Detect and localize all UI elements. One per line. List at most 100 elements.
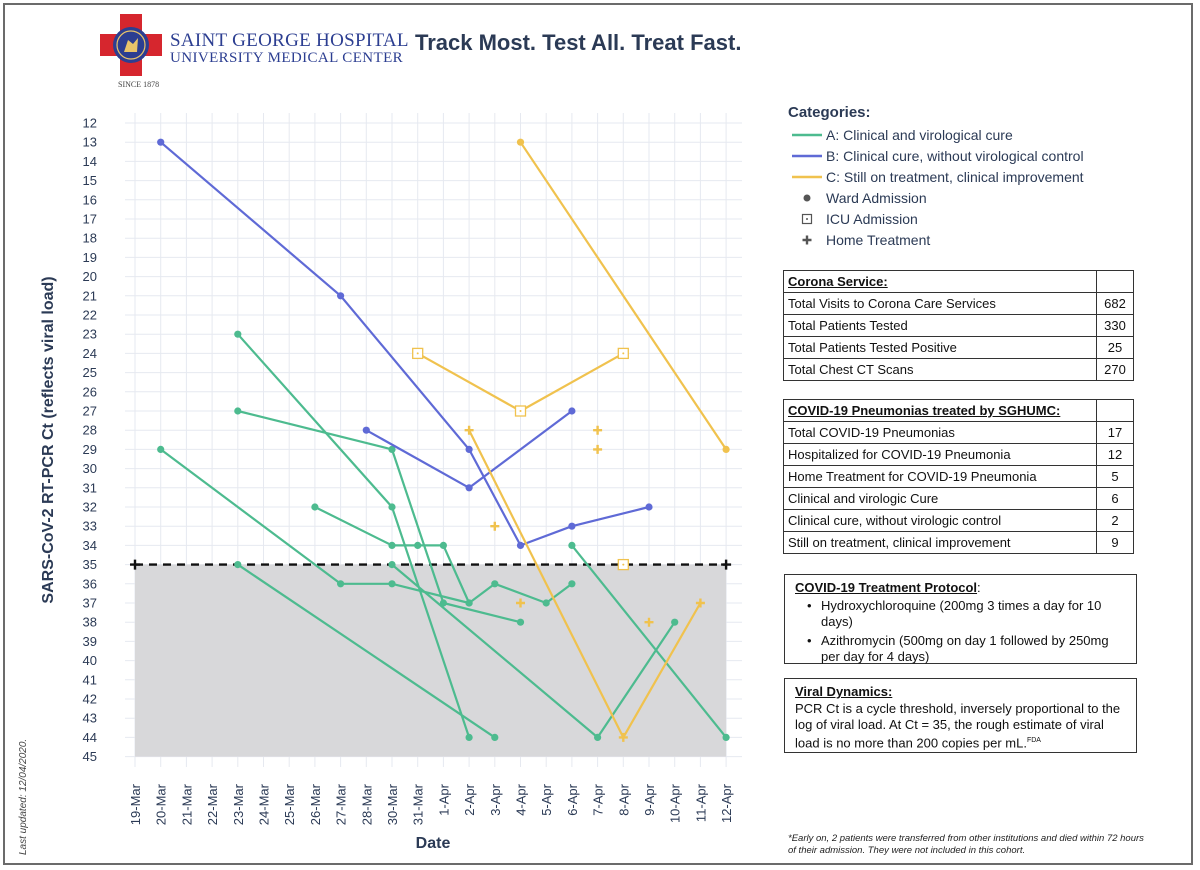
- x-tick-label: 4-Apr: [514, 783, 529, 815]
- table-cell-value: 270: [1096, 358, 1134, 381]
- x-tick-label: 22-Mar: [205, 783, 220, 825]
- x-tick-label: 2-Apr: [462, 783, 477, 815]
- pneumonias-title: COVID-19 Pneumonias treated by SGHUMC:: [783, 399, 1097, 422]
- threshold-region: [130, 559, 732, 757]
- x-tick-label: 30-Mar: [385, 783, 400, 825]
- x-tick-label: 26-Mar: [308, 783, 323, 825]
- y-tick-label: 24: [83, 346, 97, 361]
- protocol-list: Hydroxychloroquine (200mg 3 times a day …: [795, 598, 1126, 665]
- table-row: Total COVID-19 Pneumonias 17: [783, 421, 1134, 444]
- data-point-home: [644, 617, 654, 627]
- x-tick-label: 7-Apr: [591, 783, 606, 815]
- data-point-ward: [542, 599, 550, 607]
- x-tick-label: 25-Mar: [282, 783, 297, 825]
- y-tick-label: 26: [83, 384, 97, 399]
- y-tick-label: 32: [83, 500, 97, 515]
- viral-dynamics-box: Viral Dynamics: PCR Ct is a cycle thresh…: [784, 678, 1137, 753]
- table-row: Total Visits to Corona Care Services 682: [783, 292, 1134, 315]
- y-tick-label: 25: [83, 365, 97, 380]
- y-axis-title: SARS-CoV-2 RT-PCR Ct (reflects viral loa…: [40, 276, 57, 603]
- pneumonias-table: COVID-19 Pneumonias treated by SGHUMC: T…: [783, 399, 1134, 554]
- data-point-ward: [157, 445, 165, 453]
- data-point-ward: [491, 733, 499, 742]
- data-point-ward: [414, 541, 422, 550]
- legend-label-home: Home Treatment: [826, 231, 931, 248]
- y-tick-label: 12: [83, 116, 97, 131]
- y-tick-label: 35: [83, 557, 97, 572]
- data-point-ward: [568, 407, 576, 415]
- data-point-ward: [439, 541, 447, 550]
- data-point-ward: [568, 580, 576, 588]
- data-point-ward: [234, 561, 242, 569]
- data-point-ward: [234, 407, 242, 415]
- x-tick-label: 3-Apr: [488, 783, 503, 815]
- data-point-ward: [465, 733, 473, 742]
- ward-marker-icon: [803, 194, 811, 201]
- table-cell-label: Total Patients Tested: [783, 314, 1097, 337]
- y-tick-label: 36: [83, 576, 97, 591]
- data-point-ward: [337, 292, 345, 300]
- home-marker-icon: [802, 235, 812, 244]
- logo-name: SAINT GEORGE HOSPITAL: [170, 30, 409, 51]
- data-point-ward: [157, 138, 165, 146]
- table-cell-label: Hospitalized for COVID-19 Pneumonia: [783, 443, 1097, 466]
- data-point-home: [593, 444, 603, 454]
- y-tick-label: 28: [83, 423, 97, 438]
- x-tick-label: 8-Apr: [616, 783, 631, 815]
- legend-item-c[interactable]: C: Still on treatment, clinical improvem…: [788, 166, 1108, 187]
- x-tick-label: 24-Mar: [257, 783, 272, 825]
- legend-label-ward: Ward Admission: [826, 189, 927, 206]
- y-tick-label: 34: [83, 538, 97, 553]
- data-point-ward: [311, 503, 319, 511]
- legend-label-icu: ICU Admission: [826, 210, 918, 227]
- y-tick-label: 18: [83, 231, 97, 246]
- y-tick-label: 40: [83, 653, 97, 668]
- data-point-ward: [722, 445, 730, 453]
- table-cell-label: Total Chest CT Scans: [783, 358, 1097, 381]
- data-point-ward: [465, 445, 473, 453]
- viral-title: Viral Dynamics:: [795, 684, 893, 699]
- table-cell-value: 682: [1096, 292, 1134, 315]
- table-cell-value: 5: [1096, 465, 1134, 488]
- data-point-ward: [439, 599, 447, 607]
- table-row: Clinical and virologic Cure 6: [783, 487, 1134, 510]
- x-tick-label: 10-Apr: [668, 783, 683, 823]
- table-cell-label: Home Treatment for COVID-19 Pneumonia: [783, 465, 1097, 488]
- table-cell-value: 9: [1096, 531, 1134, 554]
- y-tick-label: 43: [83, 711, 97, 726]
- x-tick-label: 6-Apr: [565, 783, 580, 815]
- y-tick-label: 13: [83, 135, 97, 150]
- table-row: Still on treatment, clinical improvement…: [783, 531, 1134, 554]
- chart-series: [157, 138, 730, 742]
- y-tick-label: 23: [83, 327, 97, 342]
- logo-subtitle: UNIVERSITY MEDICAL CENTER: [170, 50, 404, 66]
- threshold-end-mark: [130, 559, 140, 570]
- corona-service-table: Corona Service: Total Visits to Corona C…: [783, 270, 1134, 381]
- data-point-ward: [388, 541, 396, 550]
- legend-item-home: Home Treatment: [788, 229, 1108, 250]
- y-tick-label: 41: [83, 672, 97, 687]
- data-point-icu-dot: [622, 563, 625, 566]
- legend-item-a[interactable]: A: Clinical and virological cure: [788, 124, 1108, 145]
- data-point-ward: [362, 426, 370, 434]
- data-point-home: [593, 425, 603, 435]
- legend-item-b[interactable]: B: Clinical cure, without virological co…: [788, 145, 1108, 166]
- y-tick-label: 16: [83, 192, 97, 207]
- x-tick-label: 5-Apr: [539, 783, 554, 815]
- y-tick-label: 29: [83, 442, 97, 457]
- table-header-row: COVID-19 Pneumonias treated by SGHUMC:: [783, 399, 1134, 422]
- footnote: *Early on, 2 patients were transferred f…: [788, 833, 1144, 856]
- data-point-home: [695, 598, 705, 608]
- table-cell-label: Clinical and virologic Cure: [783, 487, 1097, 510]
- protocol-title: COVID-19 Treatment Protocol: [795, 580, 978, 595]
- series-line-a: [237, 409, 521, 624]
- data-point-ward: [671, 618, 679, 626]
- y-tick-label: 37: [83, 596, 97, 611]
- data-point-ward: [516, 138, 525, 146]
- data-point-ward: [722, 733, 730, 742]
- legend: Categories: A: Clinical and virological …: [788, 104, 1108, 250]
- data-point-ward: [388, 561, 396, 569]
- x-tick-label: 1-Apr: [436, 783, 451, 815]
- data-point-home: [464, 425, 474, 435]
- table-row: Clinical cure, without virologic control…: [783, 509, 1134, 532]
